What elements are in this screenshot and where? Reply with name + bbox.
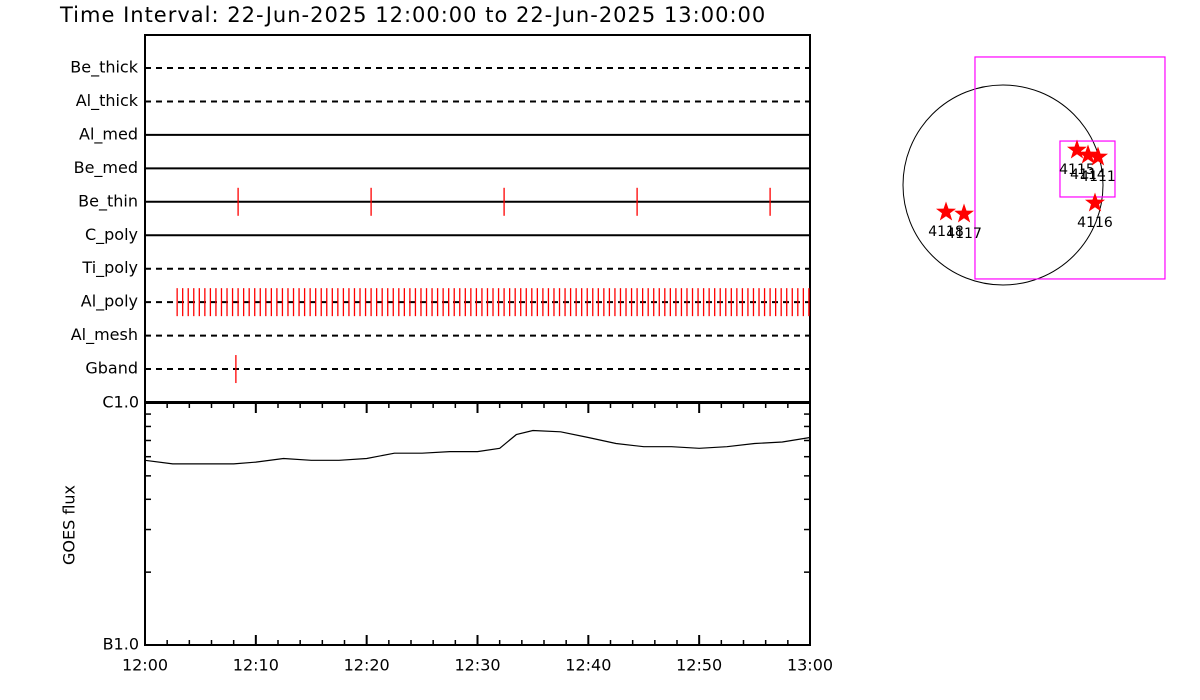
row-label: Al_mesh (71, 325, 138, 345)
region-star (1085, 192, 1105, 212)
row-label: Al_poly (81, 292, 138, 312)
x-tick-label: 12:10 (233, 656, 279, 675)
goes-frame (144, 402, 811, 646)
y-tick-label: B1.0 (103, 635, 139, 654)
x-tick-label: 12:20 (344, 656, 390, 675)
chart-title: Time Interval: 22-Jun-2025 12:00:00 to 2… (59, 3, 766, 27)
region-label: 4114 (1070, 167, 1106, 183)
x-tick-label: 12:30 (454, 656, 500, 675)
region-label: 4117 (946, 226, 982, 242)
row-label: Be_med (74, 158, 138, 178)
solar-limb (902, 84, 1104, 286)
region-star (1088, 146, 1108, 166)
region-label: 4115 (1059, 162, 1095, 178)
region-star (936, 201, 956, 221)
region-label: 4111 (1080, 169, 1116, 185)
row-label: Al_med (79, 124, 138, 144)
row-label: Al_thick (76, 91, 139, 111)
x-tick-label: 13:00 (787, 656, 833, 675)
row-label: Be_thick (70, 58, 138, 78)
timeline-frame (144, 34, 811, 403)
region-star (1078, 144, 1098, 164)
row-label: C_poly (85, 225, 138, 245)
row-label: Ti_poly (81, 258, 138, 278)
region-label: 4118 (928, 224, 964, 240)
row-label: Be_thin (78, 191, 138, 211)
y-axis-label: GOES flux (60, 485, 79, 565)
y-tick-label: C1.0 (102, 393, 139, 412)
fov-box (1059, 140, 1116, 198)
region-label: 4116 (1077, 215, 1113, 231)
x-tick-label: 12:50 (676, 656, 722, 675)
region-star (954, 203, 974, 223)
x-tick-label: 12:40 (565, 656, 611, 675)
x-tick-label: 12:00 (122, 656, 168, 675)
row-label: Gband (85, 359, 138, 378)
goes-line (144, 429, 811, 465)
region-star (1067, 139, 1087, 159)
fov-box (974, 56, 1166, 280)
